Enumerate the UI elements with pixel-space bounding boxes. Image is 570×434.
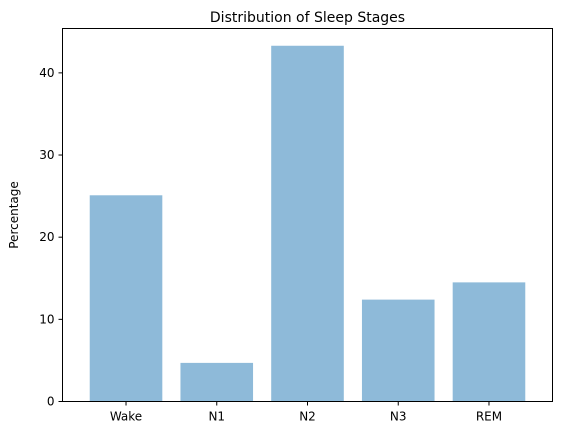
bar-wake — [89, 195, 163, 402]
y-tick-label: 20 — [39, 230, 54, 244]
y-ticks-layer: 0 10 20 30 40 — [39, 66, 63, 409]
x-tick-label: Wake — [110, 410, 142, 424]
x-tick-label: REM — [476, 410, 502, 424]
bar-n2 — [271, 45, 344, 402]
x-tick-label: N2 — [299, 410, 316, 424]
bars-layer — [89, 45, 526, 402]
bar-n1 — [180, 362, 254, 402]
chart-title: Distribution of Sleep Stages — [210, 10, 405, 26]
bar-n3 — [361, 299, 435, 402]
plot-frame — [62, 28, 553, 402]
y-tick-label: 40 — [39, 66, 54, 80]
x-ticks-layer: Wake N1 N2 N3 REM — [110, 401, 502, 424]
bar-rem — [452, 282, 526, 402]
y-tick-label: 10 — [39, 312, 54, 326]
x-tick-label: N3 — [390, 410, 407, 424]
x-tick-label: N1 — [208, 410, 225, 424]
y-axis-label: Percentage — [7, 181, 21, 249]
y-tick-label: 30 — [39, 148, 54, 162]
y-tick-label: 0 — [47, 395, 55, 409]
